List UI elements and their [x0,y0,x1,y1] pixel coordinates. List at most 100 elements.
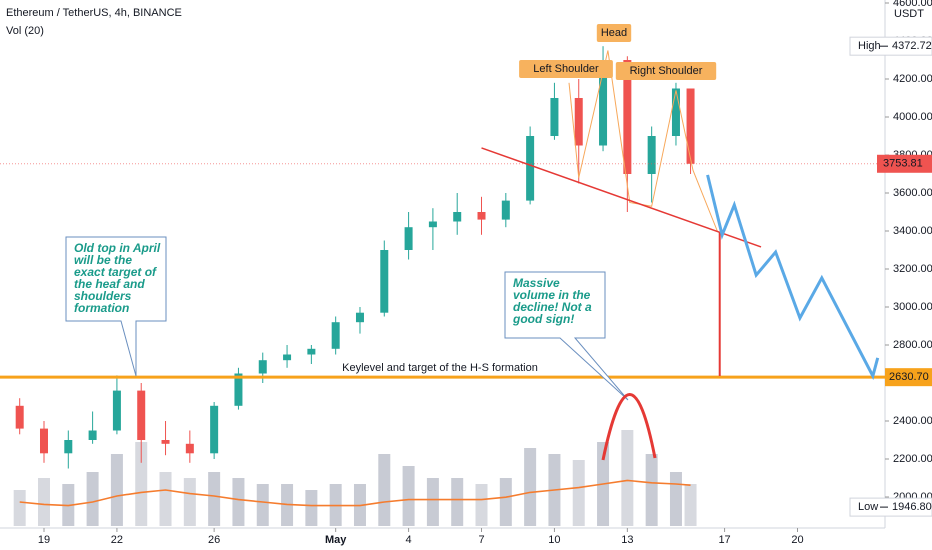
pattern-label-text: Head [601,27,627,39]
candle-body [64,440,73,454]
volume-bar [135,442,148,526]
volume-bar [499,478,512,526]
candle-body [88,430,97,440]
volume-bar [232,478,245,526]
pattern-label: Head [596,24,632,42]
volume-bar [110,454,123,526]
extreme-tag [849,36,932,56]
candle-body [112,390,121,431]
x-tick-label: 20 [791,534,803,546]
candle-body [623,60,632,174]
volume-bar [402,466,415,526]
volume-bar [451,478,464,526]
volume-bar [305,490,318,526]
projection [706,174,880,381]
x-tick-label: 4 [406,534,412,546]
pattern-label: Left Shoulder [519,60,613,78]
extreme-name: High [858,40,881,52]
candle-body [477,212,486,220]
volume-bar [645,454,658,526]
candle-body [380,250,389,313]
callout-line: shoulders [74,289,132,303]
callout-line: decline! Not a [513,300,592,314]
x-tick-label: 10 [548,534,560,546]
candle-body [647,136,656,174]
callout-line: Massive [513,276,560,290]
volume-bar [426,478,439,526]
candle-body [258,360,267,374]
pattern-label-text: Left Shoulder [533,63,599,75]
callout-line: good sign! [512,312,574,326]
chart-title: Ethereum / TetherUS, 4h, BINANCE [6,7,182,19]
y-tick-label: 4000.00 [893,111,932,123]
volume-arc [601,393,657,461]
y-tick-label: 3400.00 [893,225,932,237]
volume-bar [378,454,391,526]
callout-line: formation [74,301,129,315]
candle-body [404,227,413,250]
x-tick-label: 13 [621,534,633,546]
extreme-tag [849,497,932,517]
pattern-label: Right Shoulder [615,62,717,80]
candle-body [428,221,437,228]
pattern-label-text: Right Shoulder [630,65,703,77]
extreme-name: Low [858,501,878,513]
pattern-label-box [596,24,632,42]
key-level-text: Keylevel and target of the H-S formation [342,362,538,374]
candle-body [331,322,340,349]
candle-body [185,443,194,454]
extreme-label: 1946.80 [892,501,932,513]
candle-body [161,440,170,444]
candle-body [137,390,146,440]
volume-bar [524,448,537,526]
candle-body [671,88,680,136]
extreme-label: 4372.72 [892,40,932,52]
callout-box [504,271,629,401]
volume-bar [475,484,488,526]
candle-body [501,200,510,220]
volume-bar [256,484,269,526]
volume-bar [621,430,634,526]
callout-line: will be the [74,253,132,267]
last-price-label: 3753.81 [883,158,923,170]
volume-bar [86,472,99,526]
x-tick-label: 7 [478,534,484,546]
volume-bar [183,478,196,526]
callout-line: exact target of [74,265,157,279]
callout-line: Old top in April [74,241,161,255]
y-tick-label: 3200.00 [893,263,932,275]
candle-body [686,88,695,164]
candle-body [574,98,583,146]
x-tick-label: 22 [111,534,123,546]
y-tick-label: 2200.00 [893,453,932,465]
pattern-label-box [615,62,717,80]
y-tick-label: 2400.00 [893,415,932,427]
last-price-tag [877,154,932,173]
volume-bar [37,478,50,526]
volume-bar [669,472,682,526]
candle-body [453,212,462,222]
y-tick-label: 2800.00 [893,339,932,351]
volume-title: Vol (20) [6,25,44,37]
volume-bar [159,472,172,526]
y-tick-label: 4600.00 [893,0,932,9]
candle-body [39,428,48,454]
volume-ma [19,479,691,507]
y-tick-label: 3000.00 [893,301,932,313]
x-tick-label: May [325,534,347,546]
candle-body [234,373,243,406]
volume-bar [208,472,221,526]
candle-body [307,348,316,355]
neckline [481,147,762,248]
callout-line: volume in the [513,288,591,302]
callout-box [65,236,167,377]
candle-body [283,354,292,361]
volume-bar [572,460,585,526]
candle-body [599,60,608,146]
key-level-label: 2630.70 [889,371,929,383]
currency: USDT [894,8,924,20]
